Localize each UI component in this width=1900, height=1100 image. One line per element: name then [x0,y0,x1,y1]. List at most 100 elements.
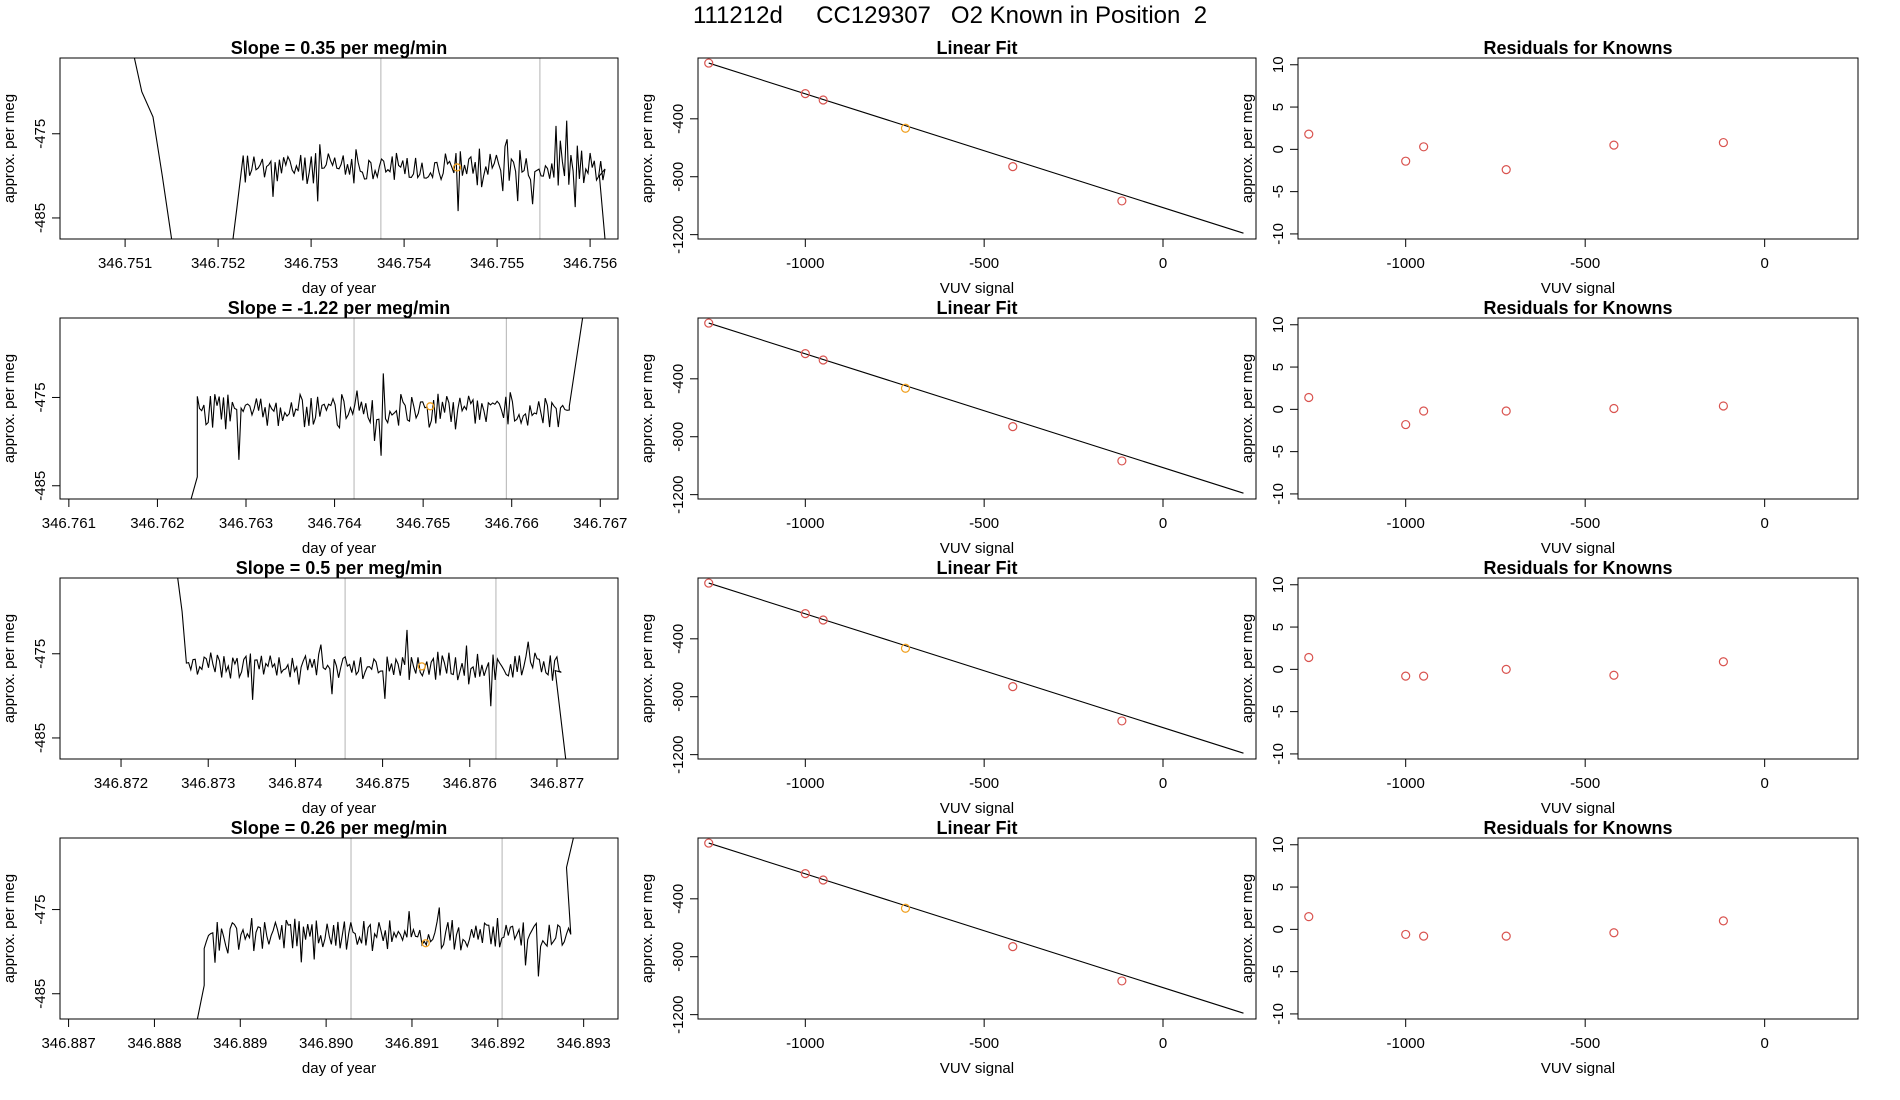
x-tick-label: -500 [969,515,999,532]
y-tick-label: -10 [1270,743,1287,765]
y-tick-label: -800 [670,422,687,452]
y-tick-label: -10 [1270,483,1287,505]
y-tick-label: 10 [1270,316,1287,333]
timeseries-panel-row-3: Slope = 0.5 per meg/min day of year approx… [1,558,619,817]
x-tick-label: -1000 [1387,515,1425,532]
residual-point [1304,129,1314,139]
y-tick-label: -400 [670,104,687,134]
y-tick-label: -485 [32,979,49,1009]
data-point [704,838,714,848]
panel-title: Linear Fit [936,38,1017,58]
y-tick-label: -800 [670,682,687,712]
x-tick-label: 0 [1159,775,1167,792]
x-tick-label: 346.766 [485,515,539,532]
y-axis-label: approx. per meg [1,874,18,983]
x-tick-label: 0 [1159,515,1167,532]
x-tick-label: 346.754 [377,255,431,272]
residual-point [1419,142,1429,152]
x-tick-label: 346.893 [557,1035,611,1052]
linear-fit-panel-row-1: Linear Fit VUV signal approx. per meg -1000… [639,38,1257,297]
residual-point [1401,156,1411,166]
x-tick-label: 346.887 [41,1035,95,1052]
data-trace [190,318,584,499]
residual-point [1304,652,1314,663]
residual-point [1718,137,1728,148]
fit-line [708,62,1244,234]
timeseries-panel-row-1: Slope = 0.35 per meg/min day of year appro… [1,38,619,297]
x-axis-label: VUV signal [940,540,1014,557]
plot-frame [59,57,619,240]
data-point [818,95,828,105]
panel-title: Slope = 0.26 per meg/min [231,818,448,838]
y-axis-label: approx. per meg [639,874,656,983]
plot-frame [1297,837,1859,1020]
x-axis-label: day of year [302,1060,376,1077]
data-point [704,58,714,68]
y-tick-label: -5 [1270,705,1287,718]
x-tick-label: -500 [1570,255,1600,272]
x-axis-label: VUV signal [940,800,1014,817]
residual-point [1401,671,1411,681]
panel-title: Residuals for Knowns [1483,558,1672,578]
plot-frame [1297,577,1859,760]
timeseries-panel-row-2: Slope = -1.22 per meg/min day of year appr… [1,298,627,557]
x-axis-label: VUV signal [1541,1060,1615,1077]
x-tick-label: -1000 [1387,255,1425,272]
y-tick-label: -400 [670,364,687,394]
x-tick-label: 0 [1159,1035,1167,1052]
data-point [1117,196,1127,206]
x-tick-label: 346.876 [443,775,497,792]
x-tick-label: 346.764 [307,515,361,532]
x-axis-label: VUV signal [1541,540,1615,557]
y-axis-label: approx. per meg [1,354,18,463]
y-axis-label: approx. per meg [1239,94,1256,203]
y-tick-label: -475 [32,119,49,149]
data-point [1008,941,1018,952]
y-tick-label: 0 [1270,145,1287,153]
y-axis-label: approx. per meg [639,614,656,723]
residual-point [1501,165,1511,175]
y-axis-label: approx. per meg [1239,614,1256,723]
panel-title: Slope = -1.22 per meg/min [228,298,451,318]
residual-point [1304,392,1314,403]
data-trace [133,58,606,239]
y-tick-label: -400 [670,624,687,654]
data-point [800,349,810,359]
x-tick-label: -500 [969,255,999,272]
panel-title: Linear Fit [936,298,1017,318]
x-tick-label: -1000 [786,515,824,532]
y-tick-label: -1200 [670,995,687,1033]
data-point [1008,162,1018,172]
residual-point [1419,406,1429,416]
data-point [818,355,828,365]
y-tick-label: -800 [670,162,687,192]
y-tick-label: -5 [1270,445,1287,458]
plot-frame [697,837,1257,1020]
y-tick-label: -5 [1270,965,1287,978]
current-point-marker [426,402,435,411]
x-tick-label: 346.877 [530,775,584,792]
panel-title: Slope = 0.5 per meg/min [236,558,443,578]
y-axis-label: approx. per meg [1,94,18,203]
data-point [1008,422,1018,432]
x-tick-label: -500 [1570,775,1600,792]
y-tick-label: -485 [32,723,49,753]
y-tick-label: 0 [1270,665,1287,673]
x-tick-label: 0 [1760,1035,1768,1052]
x-tick-label: 346.756 [563,255,617,272]
x-tick-label: 0 [1159,255,1167,272]
linear-fit-panel-row-3: Linear Fit VUV signal approx. per meg -1000… [639,558,1257,817]
residuals-panel-row-2: Residuals for Knowns VUV signal approx. pe… [1239,298,1859,557]
residual-point [1609,928,1619,938]
x-tick-label: -500 [969,1035,999,1052]
x-axis-label: VUV signal [940,280,1014,297]
x-tick-label: -500 [969,775,999,792]
y-axis-label: approx. per meg [1239,874,1256,983]
y-tick-label: -400 [670,884,687,914]
residual-point [1419,931,1429,941]
current-data-point [900,643,911,653]
y-tick-label: -1200 [670,735,687,773]
residuals-panel-row-4: Residuals for Knowns VUV signal approx. pe… [1239,818,1859,1077]
plot-frame [697,317,1257,500]
